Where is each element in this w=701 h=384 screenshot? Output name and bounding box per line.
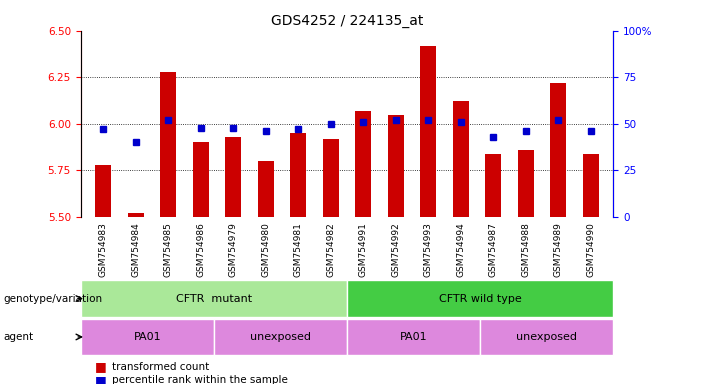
Bar xyxy=(322,139,339,217)
Text: GSM754980: GSM754980 xyxy=(261,222,271,277)
Bar xyxy=(550,83,566,217)
Bar xyxy=(347,319,480,355)
Bar xyxy=(258,161,274,217)
Text: GSM754993: GSM754993 xyxy=(423,222,433,277)
Bar xyxy=(81,319,214,355)
Text: transformed count: transformed count xyxy=(112,362,210,372)
Text: PA01: PA01 xyxy=(133,332,161,342)
Bar xyxy=(485,154,501,217)
Bar xyxy=(161,72,177,217)
Text: agent: agent xyxy=(4,332,34,342)
Bar xyxy=(193,142,209,217)
Bar xyxy=(583,154,599,217)
Text: GSM754992: GSM754992 xyxy=(391,222,400,276)
Bar xyxy=(95,165,111,217)
Text: GSM754985: GSM754985 xyxy=(164,222,173,277)
Text: CFTR  mutant: CFTR mutant xyxy=(176,293,252,304)
Text: CFTR wild type: CFTR wild type xyxy=(439,293,522,304)
Text: unexposed: unexposed xyxy=(250,332,311,342)
Bar xyxy=(517,150,533,217)
Text: genotype/variation: genotype/variation xyxy=(4,293,102,304)
Bar xyxy=(453,101,469,217)
Text: GSM754987: GSM754987 xyxy=(489,222,498,277)
Text: GSM754979: GSM754979 xyxy=(229,222,238,277)
Text: GSM754982: GSM754982 xyxy=(326,222,335,276)
Text: GSM754991: GSM754991 xyxy=(359,222,368,277)
Bar xyxy=(225,137,241,217)
Bar xyxy=(355,111,372,217)
Bar xyxy=(290,133,306,217)
Text: PA01: PA01 xyxy=(400,332,428,342)
Text: percentile rank within the sample: percentile rank within the sample xyxy=(112,375,288,384)
Text: GSM754989: GSM754989 xyxy=(554,222,563,277)
Bar xyxy=(388,114,404,217)
Text: GSM754983: GSM754983 xyxy=(99,222,108,277)
Text: GSM754990: GSM754990 xyxy=(586,222,595,277)
Text: GSM754984: GSM754984 xyxy=(131,222,140,276)
Bar xyxy=(420,46,436,217)
Text: ■: ■ xyxy=(95,360,107,373)
Text: GSM754981: GSM754981 xyxy=(294,222,303,277)
Bar xyxy=(347,280,613,317)
Title: GDS4252 / 224135_at: GDS4252 / 224135_at xyxy=(271,14,423,28)
Text: GSM754988: GSM754988 xyxy=(521,222,530,277)
Bar xyxy=(480,319,613,355)
Bar xyxy=(81,280,347,317)
Text: unexposed: unexposed xyxy=(516,332,578,342)
Text: GSM754986: GSM754986 xyxy=(196,222,205,277)
Text: GSM754994: GSM754994 xyxy=(456,222,465,276)
Text: ■: ■ xyxy=(95,374,107,384)
Bar xyxy=(214,319,347,355)
Bar xyxy=(128,213,144,217)
